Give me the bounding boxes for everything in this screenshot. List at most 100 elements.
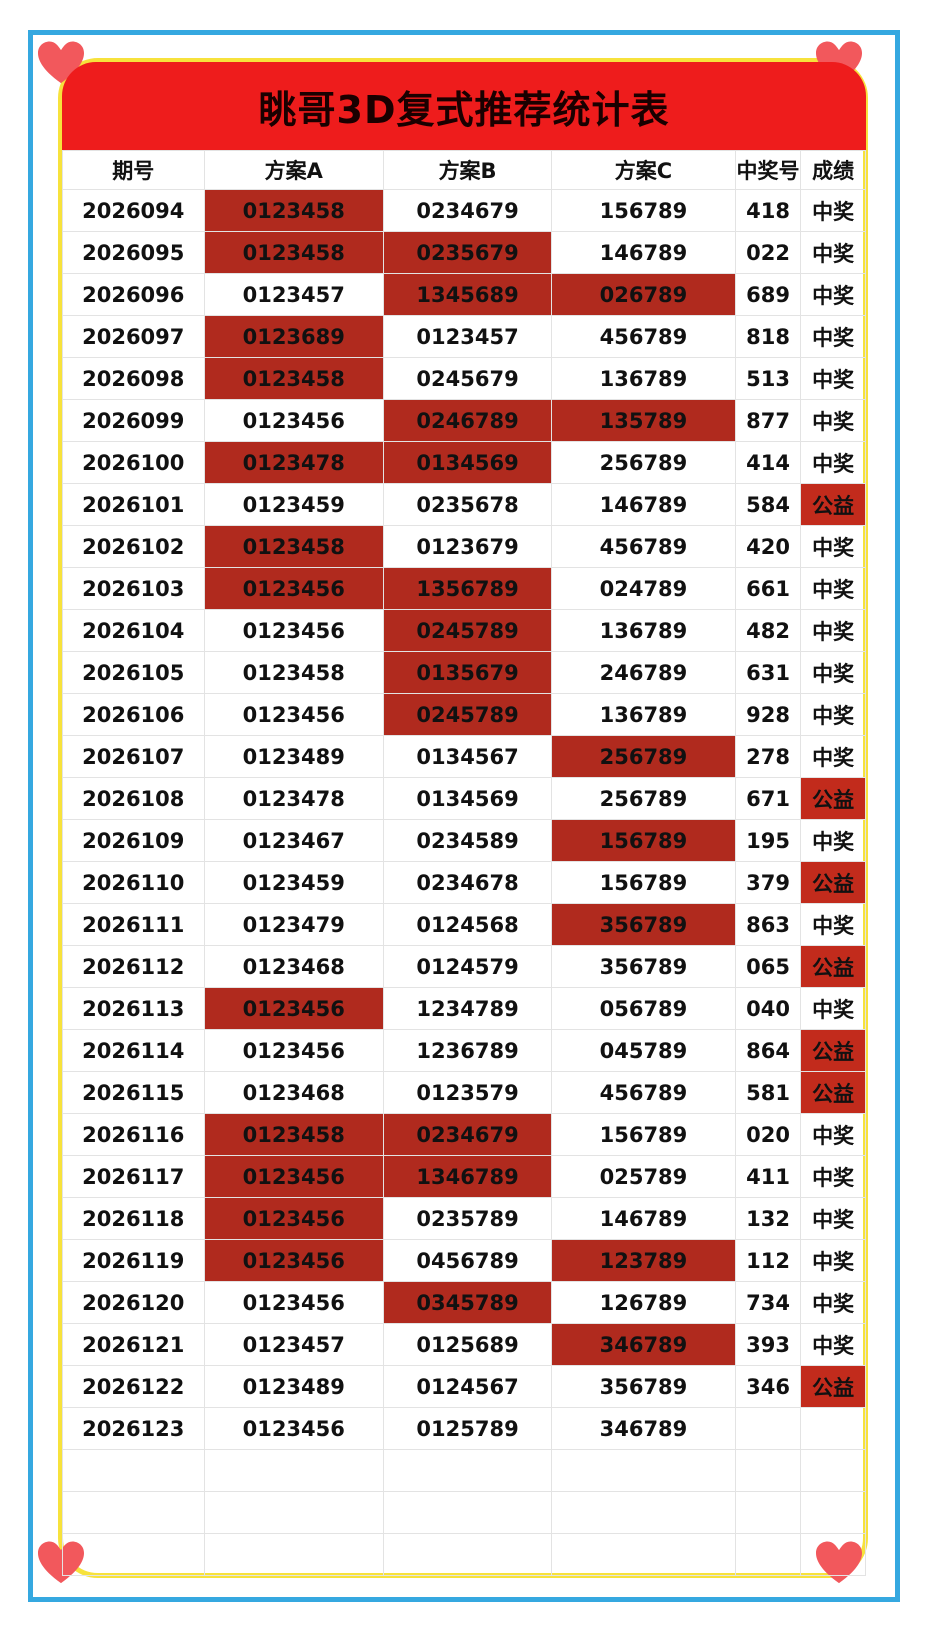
result-cell: 公益 [800,777,866,820]
table-row: 2026122 0123489 0124567 356789 346 公益 [62,1365,866,1408]
winning-number-cell: 928 [734,693,802,736]
table-row: 2026121 0123457 0125689 346789 393 中奖 [62,1323,866,1366]
plan-c-cell: 256789 [551,735,736,778]
result-cell: 中奖 [800,525,866,568]
plan-a-cell: 0123456 [203,1281,384,1324]
result-cell: 中奖 [800,651,866,694]
issue-cell: 2026104 [62,609,205,652]
issue-cell: 2026107 [62,735,205,778]
plan-a-cell: 0123489 [203,1365,384,1408]
winning-number-cell: 661 [734,567,802,610]
plan-b-cell: 0123679 [382,525,553,568]
table-row: 2026108 0123478 0134569 256789 671 公益 [62,777,866,820]
winning-number-cell: 393 [734,1323,802,1366]
issue-cell: 2026116 [62,1113,205,1156]
winning-number-cell: 584 [734,483,802,526]
empty-row [62,1449,866,1492]
empty-cell [551,1533,736,1576]
plan-b-cell: 0235679 [382,231,553,274]
plan-a-cell: 0123689 [203,315,384,358]
winning-number-cell: 112 [734,1239,802,1282]
result-cell: 中奖 [800,1113,866,1156]
plan-b-cell: 0234678 [382,861,553,904]
plan-b-cell: 0245679 [382,357,553,400]
plan-a-cell: 0123458 [203,525,384,568]
plan-c-cell: 123789 [551,1239,736,1282]
result-cell: 中奖 [800,1323,866,1366]
plan-a-cell: 0123456 [203,567,384,610]
plan-c-cell: 356789 [551,1365,736,1408]
plan-c-cell: 136789 [551,609,736,652]
plan-b-cell: 0456789 [382,1239,553,1282]
empty-cell [62,1491,205,1534]
winning-number-cell: 418 [734,189,802,232]
winning-number-cell: 346 [734,1365,802,1408]
winning-number-cell: 734 [734,1281,802,1324]
plan-c-cell: 024789 [551,567,736,610]
plan-a-cell: 0123458 [203,231,384,274]
plan-c-cell: 146789 [551,483,736,526]
winning-number-cell: 689 [734,273,802,316]
table-row: 2026111 0123479 0124568 356789 863 中奖 [62,903,866,946]
plan-b-cell: 0124579 [382,945,553,988]
plan-c-cell: 045789 [551,1029,736,1072]
issue-cell: 2026098 [62,357,205,400]
winning-number-cell: 671 [734,777,802,820]
empty-cell [203,1533,384,1576]
winning-number-cell: 414 [734,441,802,484]
empty-row [62,1533,866,1576]
result-cell: 中奖 [800,399,866,442]
plan-a-cell: 0123456 [203,1155,384,1198]
plan-a-cell: 0123479 [203,903,384,946]
winning-number-cell: 877 [734,399,802,442]
empty-cell [62,1533,205,1576]
title-banner: 眺哥3D复式推荐统计表 [62,62,866,150]
result-cell: 中奖 [800,1155,866,1198]
plan-c-cell: 256789 [551,777,736,820]
plan-a-cell: 0123459 [203,483,384,526]
result-cell: 中奖 [800,819,866,862]
plan-a-cell: 0123459 [203,861,384,904]
result-cell: 中奖 [800,987,866,1030]
winning-number-cell: 022 [734,231,802,274]
table-row: 2026107 0123489 0134567 256789 278 中奖 [62,735,866,778]
result-cell: 公益 [800,483,866,526]
plan-a-cell: 0123468 [203,945,384,988]
table-row: 2026109 0123467 0234589 156789 195 中奖 [62,819,866,862]
winning-number-cell: 132 [734,1197,802,1240]
issue-cell: 2026102 [62,525,205,568]
result-cell: 中奖 [800,1281,866,1324]
issue-cell: 2026095 [62,231,205,274]
issue-cell: 2026115 [62,1071,205,1114]
plan-a-cell: 0123456 [203,693,384,736]
plan-c-cell: 256789 [551,441,736,484]
table-row: 2026104 0123456 0245789 136789 482 中奖 [62,609,866,652]
issue-cell: 2026112 [62,945,205,988]
plan-b-cell: 0123579 [382,1071,553,1114]
plan-a-cell: 0123458 [203,651,384,694]
table-row: 2026095 0123458 0235679 146789 022 中奖 [62,231,866,274]
winning-number-cell [734,1407,802,1450]
plan-c-cell: 156789 [551,1113,736,1156]
plan-b-cell: 0135679 [382,651,553,694]
plan-b-cell: 0134569 [382,777,553,820]
winning-number-cell: 195 [734,819,802,862]
table-row: 2026115 0123468 0123579 456789 581 公益 [62,1071,866,1114]
winning-number-cell: 420 [734,525,802,568]
result-cell: 中奖 [800,609,866,652]
winning-number-cell: 818 [734,315,802,358]
issue-cell: 2026108 [62,777,205,820]
empty-row [62,1491,866,1534]
empty-cell [734,1533,802,1576]
issue-cell: 2026120 [62,1281,205,1324]
empty-cell [734,1449,802,1492]
result-cell: 公益 [800,945,866,988]
plan-b-cell: 0123457 [382,315,553,358]
plan-c-cell: 456789 [551,1071,736,1114]
plan-c-cell: 346789 [551,1407,736,1450]
table-row: 2026120 0123456 0345789 126789 734 中奖 [62,1281,866,1324]
winning-number-cell: 411 [734,1155,802,1198]
result-cell: 中奖 [800,567,866,610]
plan-b-cell: 1346789 [382,1155,553,1198]
plan-c-cell: 456789 [551,525,736,568]
